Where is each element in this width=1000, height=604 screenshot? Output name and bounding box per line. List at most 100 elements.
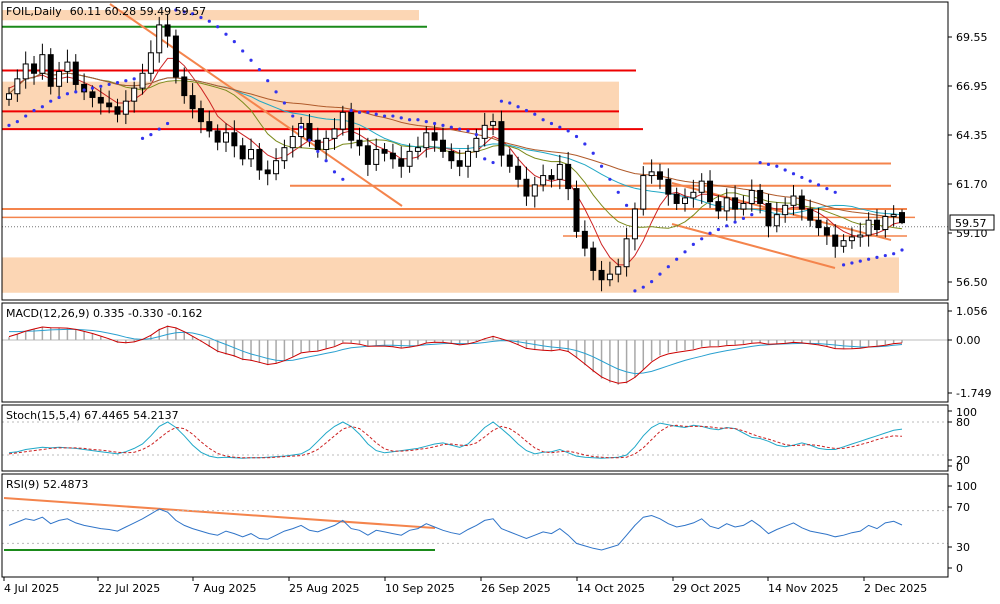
candle[interactable] — [807, 199, 814, 227]
candle[interactable] — [331, 118, 338, 150]
candle[interactable] — [665, 168, 672, 206]
candle[interactable] — [273, 148, 280, 181]
candle[interactable] — [189, 83, 196, 119]
candle[interactable] — [181, 67, 188, 104]
candle[interactable] — [682, 188, 689, 212]
candle[interactable] — [256, 143, 263, 180]
candle[interactable] — [414, 136, 421, 160]
candle[interactable] — [197, 100, 204, 134]
candle[interactable] — [715, 195, 722, 220]
candle[interactable] — [623, 227, 630, 277]
candle[interactable] — [556, 154, 563, 190]
candle[interactable] — [64, 49, 71, 83]
candle[interactable] — [465, 144, 472, 178]
candle[interactable] — [131, 81, 138, 113]
candle[interactable] — [431, 123, 438, 152]
candle[interactable] — [523, 166, 530, 206]
candle[interactable] — [498, 110, 505, 167]
candle[interactable] — [899, 209, 905, 225]
candle[interactable] — [832, 224, 839, 258]
candle[interactable] — [398, 146, 405, 178]
candle[interactable] — [298, 116, 305, 149]
candle[interactable] — [222, 123, 229, 152]
candle[interactable] — [848, 227, 855, 249]
candle[interactable] — [782, 197, 789, 223]
candle[interactable] — [740, 195, 747, 216]
candle[interactable] — [531, 176, 538, 208]
candle[interactable] — [114, 98, 121, 123]
candle[interactable] — [615, 258, 622, 283]
candle[interactable] — [823, 219, 830, 245]
candle[interactable] — [723, 188, 730, 221]
candle[interactable] — [873, 209, 880, 237]
candle[interactable] — [732, 185, 739, 221]
candle[interactable] — [14, 69, 21, 102]
candle[interactable] — [798, 189, 805, 221]
candle[interactable] — [606, 261, 613, 287]
candle[interactable] — [248, 138, 255, 168]
candle[interactable] — [339, 105, 346, 136]
candle[interactable] — [631, 202, 638, 251]
candle[interactable] — [565, 151, 572, 201]
candle[interactable] — [214, 124, 221, 151]
candle[interactable] — [698, 173, 705, 204]
candle[interactable] — [139, 63, 146, 95]
candle[interactable] — [690, 179, 697, 208]
candle[interactable] — [31, 55, 38, 85]
candle[interactable] — [748, 179, 755, 212]
candle[interactable] — [239, 137, 246, 166]
candle[interactable] — [590, 241, 597, 281]
candle[interactable] — [573, 180, 580, 238]
candle[interactable] — [364, 137, 371, 176]
candle[interactable] — [481, 112, 488, 147]
candle[interactable] — [47, 48, 54, 95]
candle[interactable] — [423, 126, 430, 158]
candle[interactable] — [707, 170, 714, 209]
candle[interactable] — [323, 130, 330, 160]
candle[interactable] — [289, 125, 296, 158]
candle[interactable] — [815, 207, 822, 236]
candle[interactable] — [490, 113, 497, 136]
candle[interactable] — [673, 187, 680, 210]
candle[interactable] — [757, 183, 764, 214]
candle[interactable] — [356, 127, 363, 156]
candle[interactable] — [156, 16, 163, 63]
candle[interactable] — [648, 159, 655, 184]
candle[interactable] — [515, 156, 522, 188]
candle[interactable] — [890, 205, 897, 227]
candle[interactable] — [264, 160, 271, 186]
candle[interactable] — [381, 143, 388, 162]
candle[interactable] — [448, 143, 455, 169]
candle[interactable] — [389, 143, 396, 169]
candle[interactable] — [206, 110, 213, 138]
candle[interactable] — [122, 90, 129, 125]
candle[interactable] — [56, 61, 63, 97]
candle[interactable] — [97, 87, 104, 115]
candle[interactable] — [373, 138, 380, 171]
candle[interactable] — [72, 54, 79, 91]
candle[interactable] — [840, 234, 847, 253]
candle[interactable] — [172, 29, 179, 84]
candle[interactable] — [598, 260, 605, 292]
candle[interactable] — [540, 164, 547, 192]
candle[interactable] — [640, 166, 647, 216]
horizontal-levels[interactable] — [2, 25, 948, 237]
candle[interactable] — [506, 148, 513, 173]
candle[interactable] — [281, 139, 288, 169]
candle[interactable] — [790, 185, 797, 216]
candle[interactable] — [147, 40, 154, 82]
candle[interactable] — [548, 169, 555, 188]
candle[interactable] — [106, 90, 113, 114]
candle[interactable] — [581, 220, 588, 257]
candle[interactable] — [865, 212, 872, 247]
candle[interactable] — [406, 143, 413, 173]
candle[interactable] — [22, 51, 29, 89]
candle[interactable] — [81, 73, 88, 101]
candle[interactable] — [857, 222, 864, 247]
candle[interactable] — [656, 163, 663, 190]
candle[interactable] — [765, 193, 772, 238]
candle[interactable] — [439, 127, 446, 158]
candle[interactable] — [882, 209, 889, 238]
